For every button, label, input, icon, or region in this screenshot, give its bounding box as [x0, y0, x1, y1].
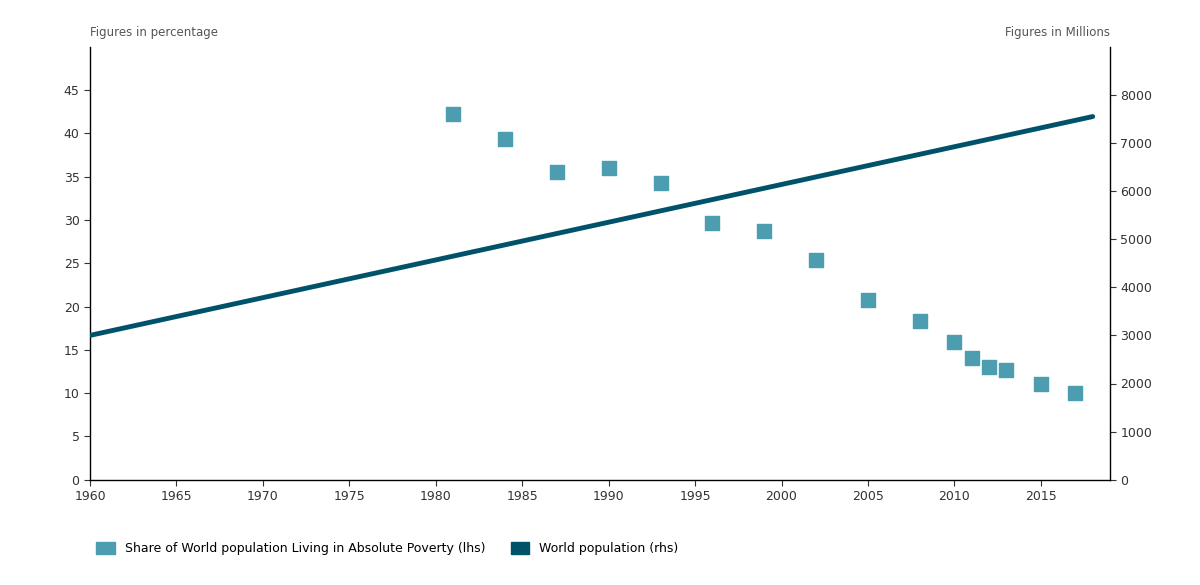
Point: [997, 365, 1016, 374]
Point: [547, 168, 566, 177]
Point: [650, 178, 670, 187]
Point: [496, 135, 515, 144]
Point: [1031, 380, 1050, 389]
Point: [858, 296, 877, 305]
Point: [962, 354, 982, 363]
Legend: Share of World population Living in Absolute Poverty (lhs), World population (rh: Share of World population Living in Abso…: [96, 542, 678, 555]
Point: [979, 363, 998, 372]
Point: [806, 255, 826, 264]
Point: [1066, 388, 1085, 398]
Point: [599, 163, 618, 173]
Text: Figures in Millions: Figures in Millions: [1006, 26, 1110, 39]
Point: [911, 316, 930, 326]
Text: Figures in percentage: Figures in percentage: [90, 26, 218, 39]
Point: [444, 109, 463, 119]
Point: [703, 219, 722, 228]
Point: [944, 338, 964, 347]
Point: [755, 226, 774, 236]
